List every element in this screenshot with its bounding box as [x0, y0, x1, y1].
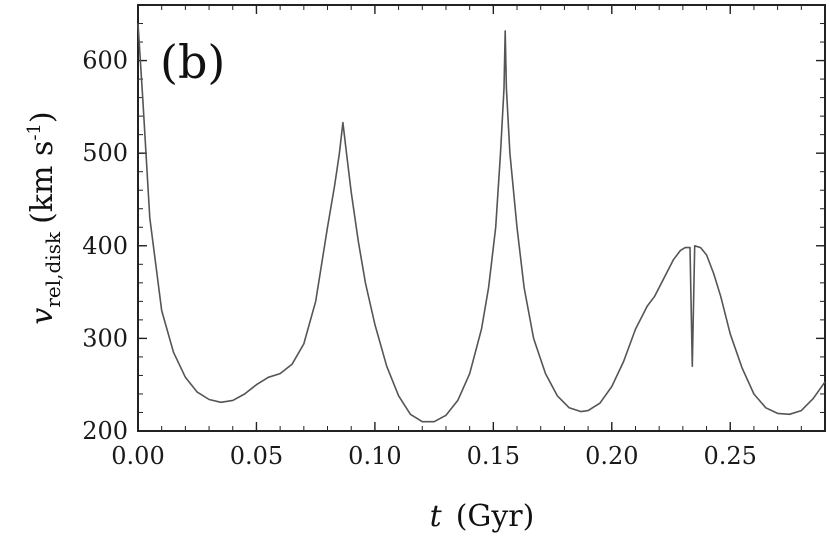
x-tick-label: 0.20	[585, 442, 638, 470]
x-axis-unit: (Gyr)	[456, 499, 535, 534]
x-tick-label: 0.15	[467, 442, 520, 470]
x-tick-label: 0.10	[348, 442, 401, 470]
axis-tick-labels: 0.00 0.05 0.10 0.15 0.20 0.25 200 300 400 500 600	[82, 47, 757, 470]
y-tick-label: 500	[82, 139, 128, 167]
y-axis-label: vrel,disk (km s-1)	[24, 111, 65, 324]
y-tick-label: 300	[82, 324, 128, 352]
x-axis-var: t	[430, 499, 443, 534]
axis-ticks	[137, 4, 826, 432]
y-axis-var: v	[25, 308, 60, 325]
x-tick-label: 0.00	[111, 442, 164, 470]
x-axis-label: t (Gyr)	[430, 499, 535, 534]
y-tick-label: 400	[82, 232, 128, 260]
y-tick-label: 200	[82, 417, 128, 445]
x-tick-label: 0.25	[704, 442, 757, 470]
y-axis-unit-pre: (km s	[25, 141, 60, 224]
y-tick-label: 600	[82, 47, 128, 75]
y-axis-unit-sup: -1	[24, 123, 45, 141]
panel-label: (b)	[160, 35, 225, 89]
y-axis-unit-post: )	[25, 111, 60, 123]
y-axis-sub: rel,disk	[41, 231, 65, 308]
plot-frame	[137, 4, 826, 432]
series-line	[137, 23, 826, 423]
x-tick-label: 0.05	[230, 442, 283, 470]
